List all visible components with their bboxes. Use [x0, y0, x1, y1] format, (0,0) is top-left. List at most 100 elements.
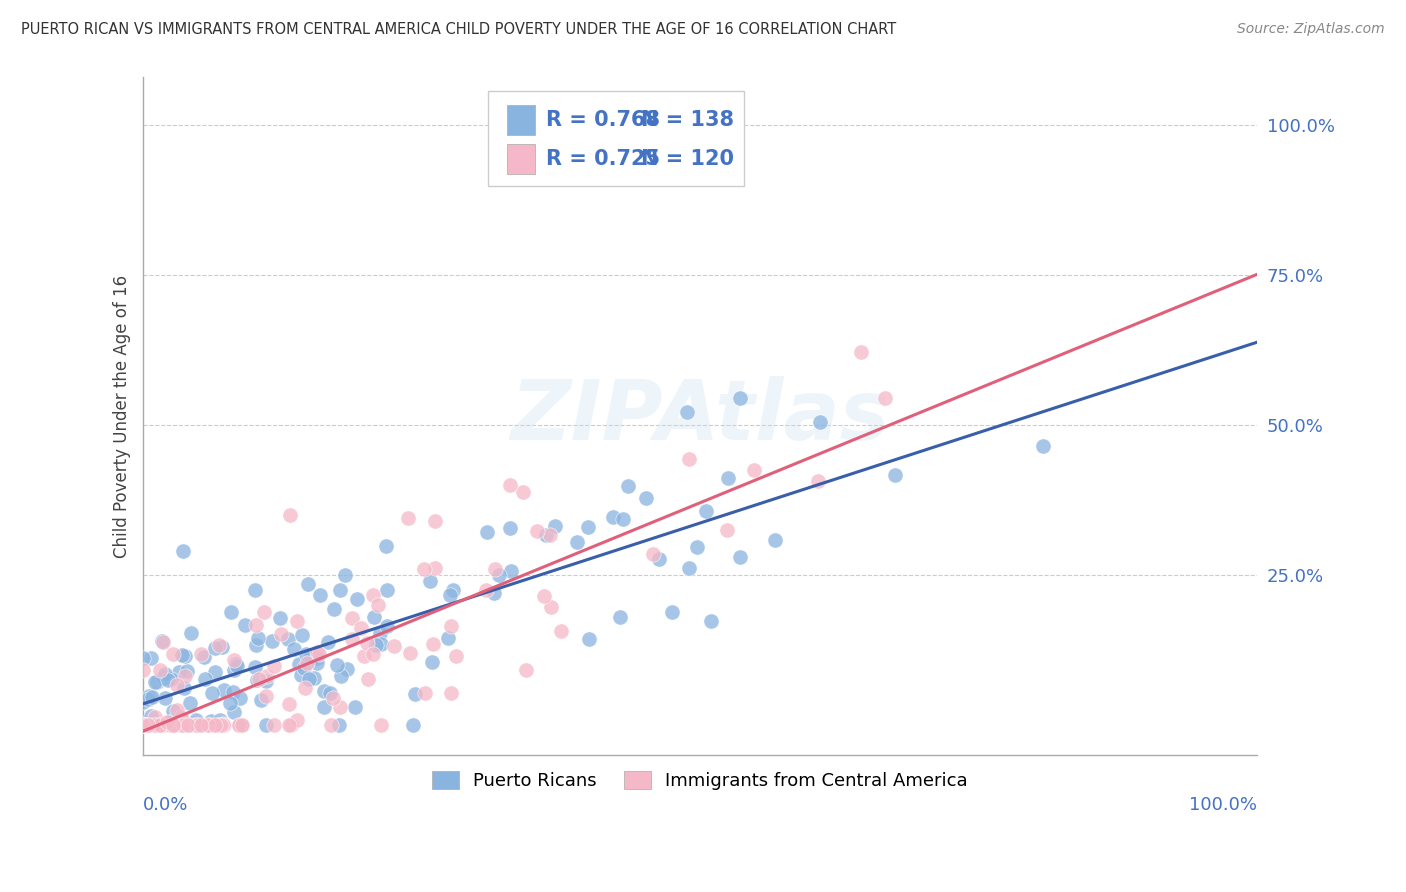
- Puerto Ricans: [131, 695, 153, 709]
- Puerto Ricans: [578, 632, 600, 646]
- Immigrants from Central America: [190, 718, 212, 732]
- Puerto Ricans: [153, 691, 176, 706]
- Immigrants from Central America: [231, 718, 253, 732]
- Text: 100.0%: 100.0%: [1189, 796, 1257, 814]
- Puerto Ricans: [488, 568, 510, 582]
- Immigrants from Central America: [166, 703, 188, 717]
- Puerto Ricans: [717, 471, 740, 485]
- Immigrants from Central America: [399, 646, 422, 660]
- Text: PUERTO RICAN VS IMMIGRANTS FROM CENTRAL AMERICA CHILD POVERTY UNDER THE AGE OF 1: PUERTO RICAN VS IMMIGRANTS FROM CENTRAL …: [21, 22, 897, 37]
- Text: R = 0.725: R = 0.725: [546, 149, 659, 169]
- Immigrants from Central America: [499, 478, 522, 492]
- Text: N = 138: N = 138: [641, 110, 734, 130]
- Puerto Ricans: [225, 657, 247, 672]
- Immigrants from Central America: [162, 718, 184, 732]
- Puerto Ricans: [176, 664, 198, 678]
- Immigrants from Central America: [875, 391, 897, 405]
- Immigrants from Central America: [172, 718, 194, 732]
- Immigrants from Central America: [138, 718, 160, 732]
- Immigrants from Central America: [363, 648, 385, 662]
- Immigrants from Central America: [716, 523, 738, 537]
- Puerto Ricans: [368, 625, 391, 640]
- Puerto Ricans: [283, 642, 305, 657]
- Immigrants from Central America: [425, 515, 447, 529]
- Immigrants from Central America: [159, 718, 181, 732]
- Y-axis label: Child Poverty Under the Age of 16: Child Poverty Under the Age of 16: [114, 275, 131, 558]
- Text: N = 120: N = 120: [641, 149, 734, 169]
- Puerto Ricans: [155, 667, 177, 681]
- Immigrants from Central America: [413, 562, 436, 576]
- Immigrants from Central America: [163, 718, 186, 732]
- Puerto Ricans: [139, 718, 162, 732]
- Immigrants from Central America: [287, 614, 309, 628]
- Immigrants from Central America: [146, 718, 169, 732]
- Immigrants from Central America: [329, 700, 352, 714]
- Puerto Ricans: [609, 610, 631, 624]
- Immigrants from Central America: [209, 718, 232, 732]
- Puerto Ricans: [335, 568, 357, 582]
- Puerto Ricans: [292, 661, 315, 675]
- Puerto Ricans: [319, 686, 342, 700]
- Immigrants from Central America: [285, 713, 308, 727]
- Puerto Ricans: [172, 544, 194, 558]
- Puerto Ricans: [222, 706, 245, 720]
- Puerto Ricans: [243, 660, 266, 674]
- Immigrants from Central America: [138, 718, 160, 732]
- Puerto Ricans: [298, 672, 321, 686]
- Immigrants from Central America: [526, 524, 548, 539]
- Puerto Ricans: [245, 638, 267, 652]
- Puerto Ricans: [136, 718, 159, 732]
- Puerto Ricans: [370, 638, 392, 652]
- Puerto Ricans: [343, 700, 366, 714]
- Immigrants from Central America: [169, 718, 191, 732]
- Immigrants from Central America: [361, 588, 384, 602]
- Puerto Ricans: [245, 673, 267, 687]
- Immigrants from Central America: [204, 718, 226, 732]
- Puerto Ricans: [139, 718, 162, 732]
- Immigrants from Central America: [678, 451, 700, 466]
- Puerto Ricans: [145, 675, 167, 690]
- Immigrants from Central America: [245, 618, 267, 632]
- Immigrants from Central America: [342, 611, 364, 625]
- Immigrants from Central America: [139, 718, 162, 732]
- Puerto Ricans: [172, 718, 194, 732]
- Immigrants from Central America: [247, 672, 270, 686]
- Puerto Ricans: [174, 648, 197, 663]
- Immigrants from Central America: [280, 718, 302, 732]
- Puerto Ricans: [419, 574, 441, 588]
- Immigrants from Central America: [143, 718, 166, 732]
- Puerto Ricans: [132, 718, 155, 732]
- Puerto Ricans: [576, 520, 599, 534]
- Puerto Ricans: [224, 663, 246, 677]
- Text: 0.0%: 0.0%: [142, 796, 188, 814]
- Puerto Ricans: [138, 689, 160, 703]
- Immigrants from Central America: [131, 718, 153, 732]
- Puerto Ricans: [277, 632, 299, 646]
- Immigrants from Central America: [367, 598, 389, 612]
- FancyBboxPatch shape: [508, 144, 534, 174]
- Puerto Ricans: [329, 669, 352, 683]
- Immigrants from Central America: [742, 463, 765, 477]
- Puerto Ricans: [309, 589, 332, 603]
- Immigrants from Central America: [136, 718, 159, 732]
- Puerto Ricans: [193, 672, 215, 686]
- Immigrants from Central America: [322, 690, 344, 705]
- Text: R = 0.768: R = 0.768: [546, 110, 659, 130]
- Immigrants from Central America: [143, 710, 166, 724]
- Immigrants from Central America: [422, 637, 444, 651]
- Immigrants from Central America: [162, 647, 184, 661]
- Immigrants from Central America: [132, 718, 155, 732]
- Puerto Ricans: [636, 491, 658, 505]
- Immigrants from Central America: [208, 638, 231, 652]
- Puerto Ricans: [170, 648, 193, 662]
- Immigrants from Central America: [353, 648, 375, 663]
- Immigrants from Central America: [186, 718, 208, 732]
- Puerto Ricans: [475, 525, 498, 540]
- Immigrants from Central America: [146, 718, 169, 732]
- Puerto Ricans: [375, 583, 398, 598]
- Immigrants from Central America: [425, 561, 447, 575]
- Puerto Ricans: [184, 713, 207, 727]
- Immigrants from Central America: [143, 718, 166, 732]
- Puerto Ricans: [602, 510, 624, 524]
- Puerto Ricans: [883, 467, 905, 482]
